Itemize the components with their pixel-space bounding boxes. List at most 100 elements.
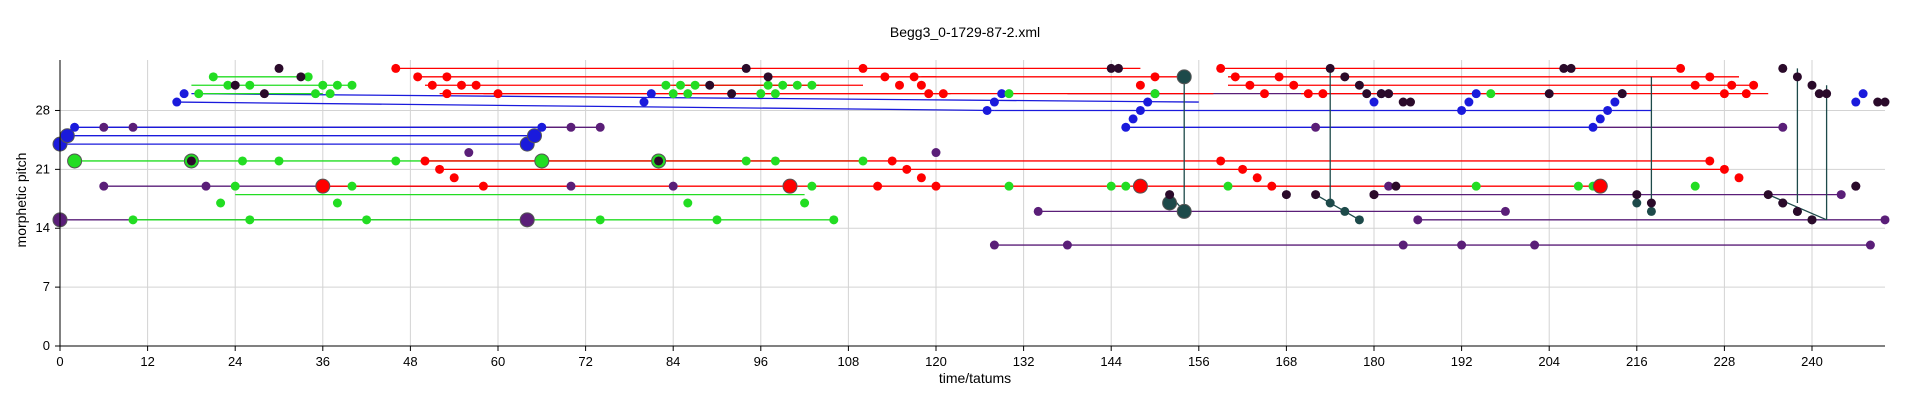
- data-point-green: [1121, 181, 1131, 191]
- data-point-green: [800, 198, 810, 208]
- series-teal-segment: [1315, 194, 1360, 221]
- data-point-red: [880, 72, 890, 82]
- data-point-red: [1216, 63, 1226, 73]
- data-point-green: [807, 181, 817, 191]
- data-point-purple: [1062, 240, 1072, 250]
- data-point-dark: [230, 80, 240, 90]
- data-point-green: [208, 72, 218, 82]
- data-point-red: [895, 80, 904, 90]
- x-tick-label: 192: [1451, 354, 1473, 369]
- data-point-red: [1132, 178, 1148, 194]
- data-point-teal: [1340, 206, 1350, 216]
- data-point-dark: [1778, 63, 1788, 73]
- data-point-red: [1303, 89, 1313, 99]
- data-point-red: [449, 173, 459, 183]
- data-point-green: [778, 80, 788, 90]
- data-point-dark: [1311, 190, 1321, 200]
- data-point-blue: [646, 89, 656, 99]
- data-point-dark: [1376, 89, 1386, 99]
- data-point-dark: [1632, 190, 1642, 200]
- data-point-green: [332, 198, 342, 208]
- data-point-green: [770, 89, 780, 99]
- data-point-green: [1106, 181, 1116, 191]
- data-point-dark: [1792, 72, 1802, 82]
- data-point-blue: [1369, 97, 1379, 107]
- data-point-red: [1216, 156, 1226, 166]
- data-point-dark: [1763, 190, 1773, 200]
- data-point-green: [1223, 181, 1233, 191]
- data-point-purple: [1457, 240, 1467, 250]
- data-point-red: [1719, 89, 1729, 99]
- data-point-green: [238, 156, 247, 166]
- x-tick-label: 144: [1100, 354, 1122, 369]
- data-point-green: [683, 198, 693, 208]
- data-point-teal: [1354, 215, 1364, 225]
- data-point-green: [858, 156, 868, 166]
- chart-title: Begg3_0-1729-87-2.xml: [890, 24, 1040, 40]
- data-point-green: [690, 80, 700, 90]
- data-point-green: [67, 153, 83, 169]
- data-point-dark: [1544, 89, 1554, 99]
- data-point-red: [493, 89, 503, 99]
- x-tick-label: 216: [1626, 354, 1648, 369]
- data-point-red: [478, 181, 488, 191]
- x-tick-label: 60: [491, 354, 505, 369]
- y-axis-label: morphetic pitch: [13, 153, 29, 248]
- data-point-green: [347, 181, 357, 191]
- data-point-purple: [1311, 122, 1321, 132]
- data-point-blue: [1135, 105, 1145, 115]
- data-point-green: [668, 89, 678, 99]
- data-point-blue: [527, 128, 542, 144]
- series-dark-points: [186, 63, 1890, 225]
- data-point-dark: [1354, 80, 1364, 90]
- data-point-blue: [1128, 114, 1138, 124]
- data-point-green: [763, 80, 773, 90]
- data-point-purple: [128, 122, 138, 132]
- series-green-points: [67, 72, 1700, 225]
- data-point-green: [534, 153, 550, 169]
- data-point-green: [325, 89, 335, 99]
- data-point-dark: [186, 156, 196, 166]
- data-point-red: [1318, 89, 1328, 99]
- data-point-red: [1727, 80, 1737, 90]
- data-point-green: [741, 156, 751, 166]
- data-point-purple: [1530, 240, 1540, 250]
- data-point-blue: [1471, 89, 1481, 99]
- series-purple-points: [52, 122, 1890, 250]
- data-point-red: [938, 89, 948, 99]
- data-point-dark: [1398, 97, 1408, 107]
- x-tick-label: 96: [754, 354, 768, 369]
- data-point-purple: [1836, 190, 1846, 200]
- data-point-red: [442, 89, 452, 99]
- series-layer: [52, 63, 1890, 250]
- data-point-green: [1471, 181, 1481, 191]
- x-tick-label: 204: [1538, 354, 1560, 369]
- data-point-red: [420, 156, 430, 166]
- data-point-green: [683, 89, 693, 99]
- data-point-red: [315, 178, 331, 194]
- data-point-dark: [1617, 89, 1627, 99]
- data-point-red: [1238, 164, 1248, 174]
- data-point-red: [1252, 173, 1262, 183]
- series-blue: [60, 92, 1652, 145]
- x-tick-label: 108: [838, 354, 860, 369]
- data-point-dark: [705, 80, 715, 90]
- data-point-blue: [1457, 105, 1467, 115]
- x-tick-label: 12: [140, 354, 154, 369]
- data-point-teal: [1176, 203, 1192, 219]
- data-point-red: [1719, 164, 1729, 174]
- data-point-green: [194, 89, 204, 99]
- x-tick-label: 156: [1188, 354, 1210, 369]
- data-point-purple: [1384, 181, 1394, 191]
- data-point-red: [471, 80, 481, 90]
- data-point-blue: [179, 89, 189, 99]
- data-point-purple: [201, 181, 211, 191]
- data-point-red: [1705, 72, 1715, 82]
- series-blue-points: [52, 89, 1868, 152]
- data-point-green: [770, 156, 780, 166]
- data-point-blue: [1595, 114, 1605, 124]
- data-point-dark: [1384, 89, 1394, 99]
- axes-layer: 0 12 24 36 48 60 72 84 96 108 120 132 144 156 168 180 19…: [36, 60, 1885, 369]
